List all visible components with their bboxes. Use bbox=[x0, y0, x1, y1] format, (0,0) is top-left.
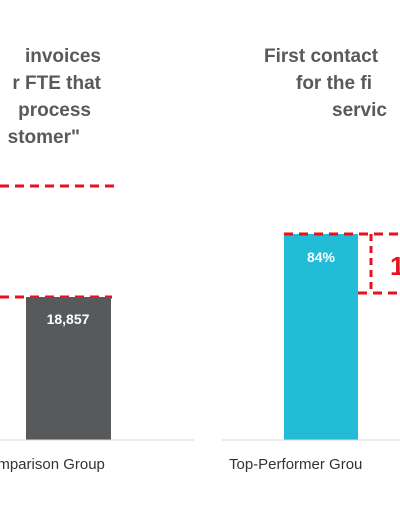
right-chart-title: First contact for the fi servic bbox=[264, 46, 387, 121]
bar-top-performer-group bbox=[284, 234, 358, 440]
difference-annotation: 1 bbox=[390, 251, 400, 281]
left-title-line-4: stomer" bbox=[8, 127, 80, 148]
left-x-tick-label: omparison Group bbox=[0, 456, 105, 473]
right-title-line-1: First contact bbox=[264, 46, 379, 67]
right-x-tick-label: Top-Performer Grou bbox=[229, 456, 362, 473]
left-title-line-2: r FTE that bbox=[12, 73, 101, 94]
left-title-line-1: invoices bbox=[25, 46, 101, 67]
bar-top-performer-value-label: 84% bbox=[307, 249, 336, 265]
left-title-line-3: process bbox=[18, 100, 91, 121]
bar-comparison-group bbox=[26, 297, 111, 440]
bar-comparison-value-label: 18,857 bbox=[47, 311, 90, 327]
left-chart-title: invoices r FTE that process stomer" bbox=[8, 46, 102, 148]
right-title-line-3: servic bbox=[332, 100, 387, 121]
right-title-line-2: for the fi bbox=[296, 73, 372, 94]
